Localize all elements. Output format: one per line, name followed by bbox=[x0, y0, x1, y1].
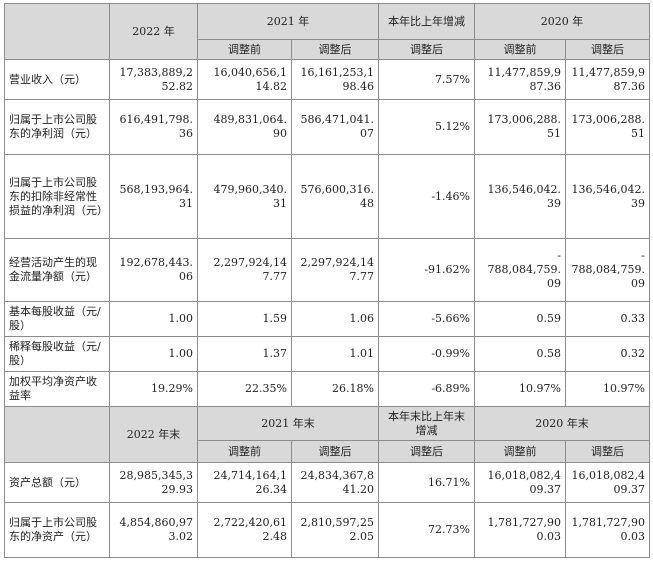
value-change: 5.12% bbox=[378, 99, 475, 155]
table-row: 归属于上市公司股东的净资产（元） 4,854,860,97 3.02 2,722… bbox=[4, 502, 650, 558]
value-2021-before: 2,722,420,61 2.48 bbox=[197, 502, 292, 558]
value-change: 72.73% bbox=[378, 502, 475, 558]
value-2021-after: 2,297,924,14 7.77 bbox=[291, 238, 379, 302]
value-2020-after: 136,546,042. 39 bbox=[565, 154, 650, 239]
value-2021-before: 22.35% bbox=[197, 371, 292, 407]
header-blank-cell bbox=[4, 3, 110, 60]
value-2020-before: 1,781,727,90 0.03 bbox=[474, 502, 566, 558]
value-2020-after: 173,006,288. 51 bbox=[565, 99, 650, 155]
header-2020-end-before: 调整前 bbox=[474, 440, 566, 463]
value-change: -91.62% bbox=[378, 238, 475, 302]
row-label: 加权平均净资产收益率 bbox=[4, 371, 110, 407]
value-2020-after: 16,018,082,4 09.37 bbox=[565, 462, 650, 503]
value-2020-after: 1,781,727,90 0.03 bbox=[565, 502, 650, 558]
value-2021-after: 2,810,597,25 2.05 bbox=[291, 502, 379, 558]
header-row-3: 2022 年末 2021 年末 本年末比上年末增减 2020 年末 bbox=[4, 406, 650, 463]
header-2020-end: 2020 年末 bbox=[474, 406, 650, 441]
header-2020-after: 调整后 bbox=[565, 39, 650, 60]
value-2022: 192,678,443. 06 bbox=[109, 238, 198, 302]
value-change: 7.57% bbox=[378, 59, 475, 100]
header-row-2: 调整前 调整后 调整后 调整前 调整后 bbox=[5, 39, 650, 60]
header-2020: 2020 年 bbox=[474, 3, 650, 40]
value-2021-after: 586,471,041. 07 bbox=[291, 99, 379, 155]
value-2020-after: 0.33 bbox=[565, 301, 650, 337]
row-label: 归属于上市公司股东的净资产（元） bbox=[4, 502, 110, 558]
table-row: 基本每股收益（元/股） 1.00 1.59 1.06 -5.66% 0.59 0… bbox=[4, 301, 650, 337]
value-2020-before: 173,006,288. 51 bbox=[474, 99, 566, 155]
value-2020-before: 10.97% bbox=[474, 371, 566, 407]
value-2020-before: 0.58 bbox=[474, 336, 566, 372]
header-change-after: 调整后 bbox=[378, 39, 475, 60]
value-2020-before: 136,546,042. 39 bbox=[474, 154, 566, 239]
value-2020-after: 0.32 bbox=[565, 336, 650, 372]
header-row-1: 2022 年 2021 年 本年比上年增减 2020 年 bbox=[4, 3, 650, 60]
value-2020-before: - 788,084,759. 09 bbox=[474, 238, 566, 302]
table-row: 营业收入（元） 17,383,889,2 52.82 16,040,656,1 … bbox=[4, 59, 650, 100]
value-2022: 1.00 bbox=[109, 301, 198, 337]
header-2020-end-after: 调整后 bbox=[565, 440, 650, 463]
row-label: 稀释每股收益（元/股） bbox=[4, 336, 110, 372]
value-2021-before: 2,297,924,14 7.77 bbox=[197, 238, 292, 302]
header-yoy-change-end: 本年末比上年末增减 bbox=[378, 406, 475, 441]
row-label: 基本每股收益（元/股） bbox=[4, 301, 110, 337]
value-change: 16.71% bbox=[378, 462, 475, 503]
header-yoy-change: 本年比上年增减 bbox=[378, 3, 475, 40]
header-2022-end: 2022 年末 bbox=[109, 406, 198, 463]
header-2021: 2021 年 bbox=[197, 3, 379, 40]
row-label: 经营活动产生的现金流量净额（元） bbox=[4, 238, 110, 302]
table-row: 经营活动产生的现金流量净额（元） 192,678,443. 06 2,297,9… bbox=[4, 238, 650, 302]
table-row: 归属于上市公司股东的净利润（元） 616,491,798. 36 489,831… bbox=[4, 99, 650, 155]
row-label: 归属于上市公司股东的扣除非经常性损益的净利润（元） bbox=[4, 154, 110, 239]
header-2021-after: 调整后 bbox=[291, 39, 379, 60]
financial-summary-table: 2022 年 2021 年 本年比上年增减 2020 年 调整前 调整后 调整后… bbox=[4, 3, 650, 558]
value-2021-before: 489,831,064. 90 bbox=[197, 99, 292, 155]
value-change: -1.46% bbox=[378, 154, 475, 239]
value-2022: 28,985,345,3 29.93 bbox=[109, 462, 198, 503]
header-2022: 2022 年 bbox=[109, 3, 198, 60]
value-2021-before: 16,040,656,1 14.82 bbox=[197, 59, 292, 100]
row-label: 营业收入（元） bbox=[4, 59, 110, 100]
value-2021-after: 26.18% bbox=[291, 371, 379, 407]
header-2020-before: 调整前 bbox=[474, 39, 566, 60]
value-2022: 616,491,798. 36 bbox=[109, 99, 198, 155]
value-2021-after: 1.01 bbox=[291, 336, 379, 372]
table-row: 稀释每股收益（元/股） 1.00 1.37 1.01 -0.99% 0.58 0… bbox=[4, 336, 650, 372]
value-2021-after: 576,600,316. 48 bbox=[291, 154, 379, 239]
value-2022: 568,193,964. 31 bbox=[109, 154, 198, 239]
table-row: 加权平均净资产收益率 19.29% 22.35% 26.18% -6.89% 1… bbox=[4, 371, 650, 407]
value-2021-after: 1.06 bbox=[291, 301, 379, 337]
value-2021-before: 479,960,340. 31 bbox=[197, 154, 292, 239]
header-2021-end-before: 调整前 bbox=[197, 440, 292, 463]
row-label: 归属于上市公司股东的净利润（元） bbox=[4, 99, 110, 155]
value-2020-after: 11,477,859,9 87.36 bbox=[565, 59, 650, 100]
row-label: 资产总额（元） bbox=[4, 462, 110, 503]
value-2022: 1.00 bbox=[109, 336, 198, 372]
header-2021-before: 调整前 bbox=[197, 39, 292, 60]
header-2021-end-after: 调整后 bbox=[291, 440, 379, 463]
financial-table-container: 2022 年 2021 年 本年比上年增减 2020 年 调整前 调整后 调整后… bbox=[4, 3, 650, 558]
value-2020-after: - 788,084,759. 09 bbox=[565, 238, 650, 302]
value-2020-before: 0.59 bbox=[474, 301, 566, 337]
value-2021-before: 1.59 bbox=[197, 301, 292, 337]
value-change: -6.89% bbox=[378, 371, 475, 407]
table-row: 归属于上市公司股东的扣除非经常性损益的净利润（元） 568,193,964. 3… bbox=[4, 154, 650, 239]
header-2021-end: 2021 年末 bbox=[197, 406, 379, 441]
value-2020-before: 11,477,859,9 87.36 bbox=[474, 59, 566, 100]
value-2020-after: 10.97% bbox=[565, 371, 650, 407]
value-2021-after: 16,161,253,1 98.46 bbox=[291, 59, 379, 100]
value-2021-before: 1.37 bbox=[197, 336, 292, 372]
value-2021-after: 24,834,367,8 41.20 bbox=[291, 462, 379, 503]
value-change: -5.66% bbox=[378, 301, 475, 337]
value-2022: 19.29% bbox=[109, 371, 198, 407]
value-2022: 17,383,889,2 52.82 bbox=[109, 59, 198, 100]
value-2020-before: 16,018,082,4 09.37 bbox=[474, 462, 566, 503]
header-blank-cell bbox=[4, 406, 110, 463]
value-2022: 4,854,860,97 3.02 bbox=[109, 502, 198, 558]
value-change: -0.99% bbox=[378, 336, 475, 372]
table-row: 资产总额（元） 28,985,345,3 29.93 24,714,164,1 … bbox=[4, 462, 650, 503]
header-change-end-after: 调整后 bbox=[378, 440, 475, 463]
value-2021-before: 24,714,164,1 26.34 bbox=[197, 462, 292, 503]
